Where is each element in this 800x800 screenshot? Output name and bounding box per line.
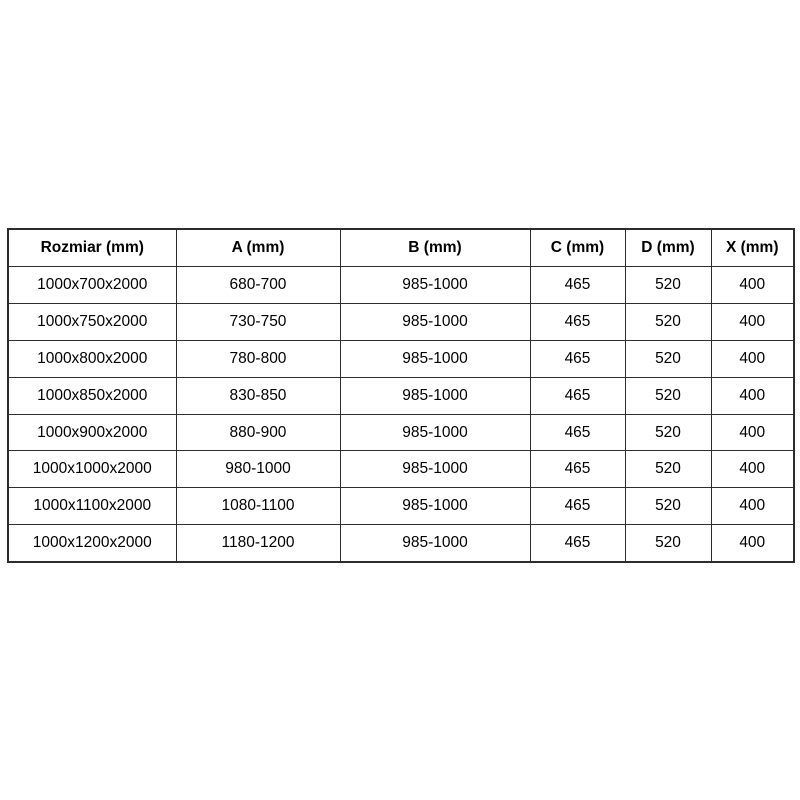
table-row: 1000x850x2000 830-850 985-1000 465 520 4… [7, 376, 795, 415]
table-row: 1000x1100x2000 1080-1100 985-1000 465 52… [7, 487, 795, 526]
table-cell-b: 985-1000 [339, 302, 531, 341]
table-cell-a: 830-850 [175, 376, 341, 415]
table-cell-x: 400 [710, 487, 795, 526]
table-cell-x: 400 [710, 450, 795, 489]
table-cell-x: 400 [710, 266, 795, 304]
table-cell-d: 520 [624, 302, 712, 341]
table-cell-a: 880-900 [175, 413, 341, 452]
table-row: 1000x900x2000 880-900 985-1000 465 520 4… [7, 413, 795, 452]
column-header-d: D (mm) [624, 228, 712, 267]
table-cell-rozmiar: 1000x1100x2000 [7, 487, 177, 526]
table-cell-a: 1080-1100 [175, 487, 341, 526]
size-specification-table: Rozmiar (mm) A (mm) B (mm) C (mm) D (mm)… [7, 228, 795, 564]
table-cell-rozmiar: 1000x800x2000 [7, 339, 177, 378]
table-cell-d: 520 [624, 450, 712, 489]
table-cell-a: 730-750 [175, 302, 341, 341]
header-row: Rozmiar (mm) A (mm) B (mm) C (mm) D (mm)… [7, 228, 795, 267]
table-cell-rozmiar: 1000x700x2000 [7, 266, 177, 304]
table-cell-d: 520 [624, 339, 712, 378]
table-cell-x: 400 [710, 302, 795, 341]
column-header-x: X (mm) [710, 228, 795, 267]
table-cell-b: 985-1000 [339, 450, 531, 489]
column-header-c: C (mm) [529, 228, 626, 267]
column-header-a: A (mm) [175, 228, 341, 267]
table-cell-x: 400 [710, 413, 795, 452]
table-cell-d: 520 [624, 376, 712, 415]
table-cell-c: 465 [529, 376, 626, 415]
table-row: 1000x1200x2000 1180-1200 985-1000 465 52… [7, 524, 795, 563]
table-cell-rozmiar: 1000x1000x2000 [7, 450, 177, 489]
table-cell-b: 985-1000 [339, 339, 531, 378]
table-cell-c: 465 [529, 524, 626, 563]
column-header-rozmiar: Rozmiar (mm) [7, 228, 177, 267]
table-cell-c: 465 [529, 413, 626, 452]
table-cell-c: 465 [529, 487, 626, 526]
table-row: 1000x750x2000 730-750 985-1000 465 520 4… [7, 302, 795, 341]
table-cell-rozmiar: 1000x850x2000 [7, 376, 177, 415]
table-cell-a: 1180-1200 [175, 524, 341, 563]
table-cell-d: 520 [624, 266, 712, 304]
table-cell-x: 400 [710, 339, 795, 378]
table-cell-b: 985-1000 [339, 376, 531, 415]
column-header-b: B (mm) [339, 228, 531, 267]
table-cell-b: 985-1000 [339, 524, 531, 563]
table-cell-d: 520 [624, 413, 712, 452]
table-cell-c: 465 [529, 450, 626, 489]
table-cell-b: 985-1000 [339, 487, 531, 526]
table-cell-b: 985-1000 [339, 413, 531, 452]
table-row: 1000x800x2000 780-800 985-1000 465 520 4… [7, 339, 795, 378]
table-cell-d: 520 [624, 487, 712, 526]
table-cell-x: 400 [710, 376, 795, 415]
table-cell-c: 465 [529, 339, 626, 378]
size-table-container: Rozmiar (mm) A (mm) B (mm) C (mm) D (mm)… [7, 228, 795, 564]
table-cell-d: 520 [624, 524, 712, 563]
table-cell-a: 680-700 [175, 266, 341, 304]
table-cell-c: 465 [529, 302, 626, 341]
table-cell-a: 980-1000 [175, 450, 341, 489]
table-cell-x: 400 [710, 524, 795, 563]
table-cell-b: 985-1000 [339, 266, 531, 304]
table-row: 1000x700x2000 680-700 985-1000 465 520 4… [7, 266, 795, 304]
table-cell-rozmiar: 1000x1200x2000 [7, 524, 177, 563]
table-row: 1000x1000x2000 980-1000 985-1000 465 520… [7, 450, 795, 489]
table-cell-rozmiar: 1000x900x2000 [7, 413, 177, 452]
table-cell-c: 465 [529, 266, 626, 304]
table-cell-rozmiar: 1000x750x2000 [7, 302, 177, 341]
table-cell-a: 780-800 [175, 339, 341, 378]
